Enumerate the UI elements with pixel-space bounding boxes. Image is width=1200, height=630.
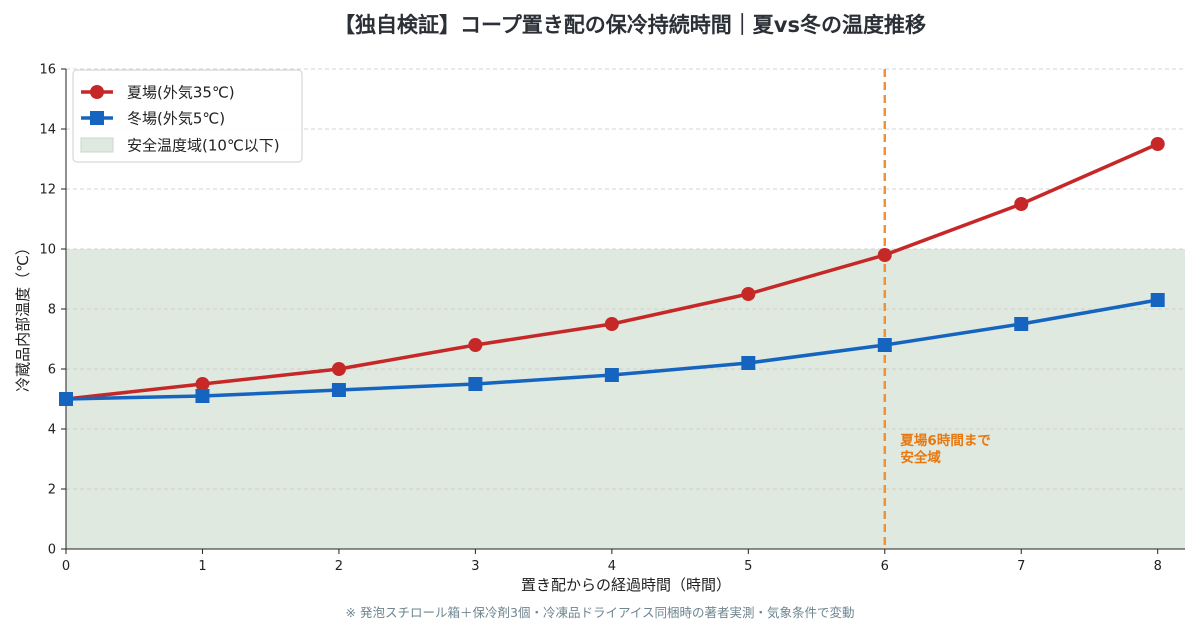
x-tick-label: 3 <box>471 559 479 574</box>
safe-until-annotation: 夏場6時間まで安全域 <box>899 432 990 466</box>
y-axis-title: 冷蔵品内部温度（℃） <box>14 240 32 392</box>
footnote: ※ 発泡スチロール箱＋保冷剤3個・冷凍品ドライアイス同梱時の著者実測・気象条件で… <box>346 605 855 620</box>
series-layer <box>59 137 1165 406</box>
data-point <box>1150 137 1165 151</box>
x-axis-title: 置き配からの経過時間（時間） <box>521 576 731 594</box>
legend: 夏場(外気35℃) 冬場(外気5℃) 安全温度域(10℃以下) <box>72 69 303 163</box>
data-point <box>331 362 346 376</box>
grid-lines <box>66 68 1185 490</box>
y-tick-label: 2 <box>48 483 56 498</box>
data-point <box>741 287 756 301</box>
y-tick-label: 0 <box>48 543 56 558</box>
data-point <box>1014 317 1029 331</box>
x-tick-label: 6 <box>881 559 889 574</box>
data-point <box>741 356 756 370</box>
legend-label: 冬場(外気5℃) <box>127 110 225 128</box>
legend-marker <box>90 85 104 99</box>
legend-marker <box>90 111 104 125</box>
legend-label: 安全温度域(10℃以下) <box>127 137 280 155</box>
data-point <box>1150 293 1165 307</box>
legend-label: 夏場(外気35℃) <box>127 84 235 102</box>
series-summer <box>59 137 1165 406</box>
annotation-line: 夏場6時間まで <box>899 432 990 449</box>
data-point <box>877 338 892 352</box>
y-tick-label: 10 <box>39 243 56 258</box>
x-tick-label: 1 <box>198 559 206 574</box>
data-point <box>195 377 210 391</box>
legend-box <box>72 69 303 163</box>
data-point <box>604 317 619 331</box>
x-tick-label: 7 <box>1017 559 1025 574</box>
data-point <box>1014 197 1029 211</box>
y-tick-label: 12 <box>39 183 56 198</box>
series-winter <box>59 293 1165 406</box>
data-point <box>59 392 73 406</box>
x-tick-label: 2 <box>335 559 343 574</box>
y-tick-label: 8 <box>48 303 56 318</box>
y-tick-label: 6 <box>48 363 56 378</box>
data-point <box>604 368 619 382</box>
legend-swatch-safe-zone <box>80 137 114 153</box>
chart-title: 【独自検証】コープ置き配の保冷持続時間｜夏vs冬の温度推移 <box>334 13 926 37</box>
annotation-line: 安全域 <box>900 449 941 466</box>
data-point <box>331 383 346 397</box>
y-tick-label: 16 <box>39 63 56 78</box>
x-tick-label: 0 <box>62 559 70 574</box>
data-point <box>468 338 483 352</box>
y-tick-label: 4 <box>48 423 56 438</box>
y-tick-label: 14 <box>39 123 56 138</box>
data-point <box>195 389 210 403</box>
safe-zone-band <box>66 249 1185 549</box>
x-tick-label: 8 <box>1154 559 1162 574</box>
data-point <box>877 248 892 262</box>
data-point <box>468 377 483 391</box>
x-tick-label: 5 <box>744 559 752 574</box>
x-tick-label: 4 <box>608 559 616 574</box>
